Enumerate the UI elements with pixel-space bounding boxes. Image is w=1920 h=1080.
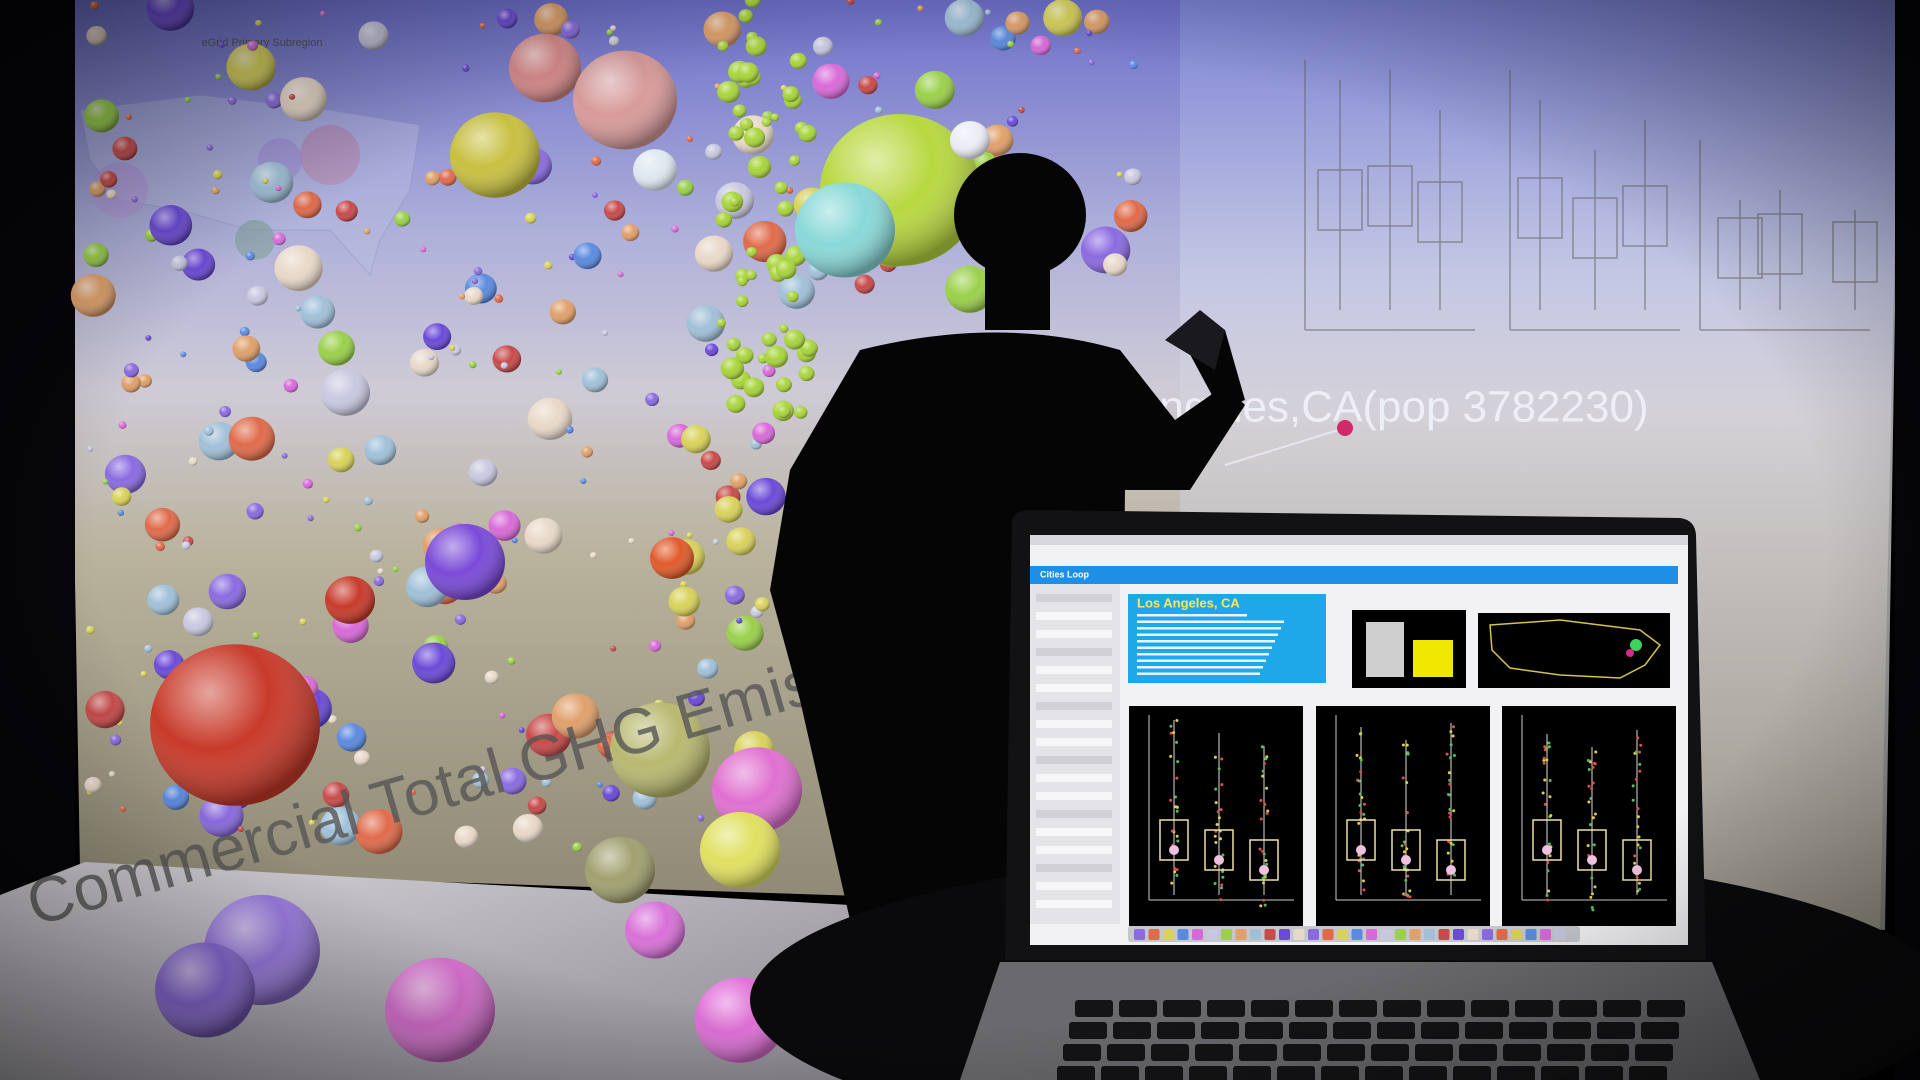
page: {"wall": {"map_title": "eGrid Primary Su… [0,0,1920,1080]
scene: eGrid Primary Subregion Commercial Total… [0,0,1920,1080]
vignette [0,0,1920,1080]
